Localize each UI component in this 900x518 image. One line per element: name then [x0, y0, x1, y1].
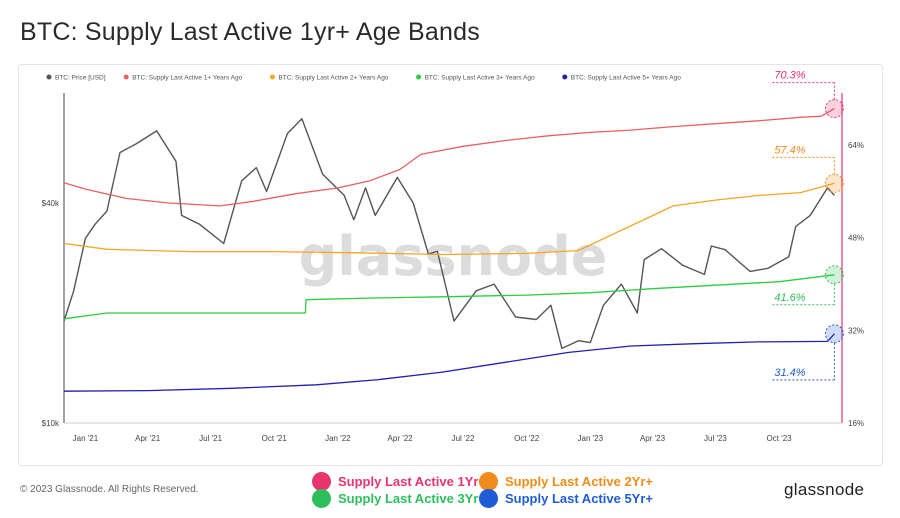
- bottom-legend-dot-1yr: [312, 472, 331, 491]
- bottom-legend-label-5yr: Supply Last Active 5Yr+: [505, 491, 653, 506]
- bottom-legend-label-3yr: Supply Last Active 3Yr+: [338, 491, 486, 506]
- annotation-2yr-marker: [824, 173, 844, 193]
- x-tick-label: Jul '22: [452, 434, 475, 443]
- bottom-legend-item-1yr: Supply Last Active 1Yr+: [312, 472, 486, 491]
- legend-marker: [46, 74, 52, 80]
- bottom-legend-label-1yr: Supply Last Active 1Yr+: [338, 474, 486, 489]
- bottom-legend-item-5yr: Supply Last Active 5Yr+: [479, 489, 653, 508]
- bottom-legend-item-2yr: Supply Last Active 2Yr+: [479, 472, 653, 491]
- x-tick-label: Oct '21: [262, 434, 288, 443]
- x-tick-label: Jan '22: [325, 434, 351, 443]
- annotation-3yr-marker: [824, 265, 844, 285]
- price-series-line: [63, 118, 835, 350]
- legend-label: BTC: Supply Last Active 3+ Years Ago: [425, 75, 535, 82]
- legend-marker: [123, 74, 129, 80]
- annotation-3yr-label: 41.6%: [774, 292, 805, 304]
- annotation-2yr-label: 57.4%: [774, 144, 805, 156]
- supply-5yr-series-line: [63, 333, 835, 392]
- copyright-text: © 2023 Glassnode. All Rights Reserved.: [20, 484, 199, 495]
- annotation-1yr-marker: [824, 99, 844, 119]
- chart-panel: glassnode Jan '21 Apr '21 Jul '21 Oct '21 Jan…: [18, 64, 883, 466]
- bottom-legend-item-3yr: Supply Last Active 3Yr+: [312, 489, 486, 508]
- x-tick-label: Jul '23: [704, 434, 727, 443]
- legend-marker: [269, 74, 275, 80]
- y-left-tick-label: $10k: [42, 419, 60, 428]
- y-right-tick-label: 64%: [848, 141, 864, 150]
- bottom-legend-dot-3yr: [312, 489, 331, 508]
- annotation-5yr-label: 31.4%: [774, 367, 805, 379]
- annotation-5yr-marker: [824, 324, 844, 344]
- bottom-legend-label-2yr: Supply Last Active 2Yr+: [505, 474, 653, 489]
- annotation-1yr-label: 70.3%: [774, 70, 805, 82]
- legend-label: BTC: Supply Last Active 2+ Years Ago: [278, 75, 388, 82]
- y-left-tick-label: $40k: [42, 199, 60, 208]
- legend-marker: [562, 74, 568, 80]
- x-tick-label: Oct '22: [514, 434, 540, 443]
- bottom-legend-dot-5yr: [479, 489, 498, 508]
- brand-logo: glassnode: [784, 480, 865, 499]
- legend-marker: [416, 74, 422, 80]
- page-title: BTC: Supply Last Active 1yr+ Age Bands: [20, 18, 480, 46]
- x-tick-label: Jan '21: [73, 434, 99, 443]
- supply-3yr-series-line: [63, 274, 835, 320]
- y-right-tick-label: 48%: [848, 234, 864, 243]
- legend-label: BTC: Supply Last Active 1+ Years Ago: [132, 75, 242, 82]
- x-tick-label: Apr '22: [388, 434, 414, 443]
- watermark: glassnode: [299, 225, 608, 288]
- x-tick-label: Jan '23: [578, 434, 604, 443]
- supply-2yr-series-line: [63, 182, 835, 256]
- supply-1yr-series-line: [63, 108, 835, 207]
- x-tick-label: Jul '21: [199, 434, 222, 443]
- bottom-legend-dot-2yr: [479, 472, 498, 491]
- legend-label: BTC: Supply Last Active 5+ Years Ago: [571, 75, 681, 82]
- x-tick-label: Apr '21: [135, 434, 161, 443]
- x-tick-label: Apr '23: [640, 434, 666, 443]
- legend-label: BTC: Price [USD]: [55, 75, 106, 82]
- y-right-tick-label: 32%: [848, 326, 864, 335]
- x-tick-label: Oct '23: [767, 434, 793, 443]
- chart: glassnode Jan '21 Apr '21 Jul '21 Oct '21 Jan…: [42, 70, 864, 443]
- y-right-tick-label: 16%: [848, 419, 864, 428]
